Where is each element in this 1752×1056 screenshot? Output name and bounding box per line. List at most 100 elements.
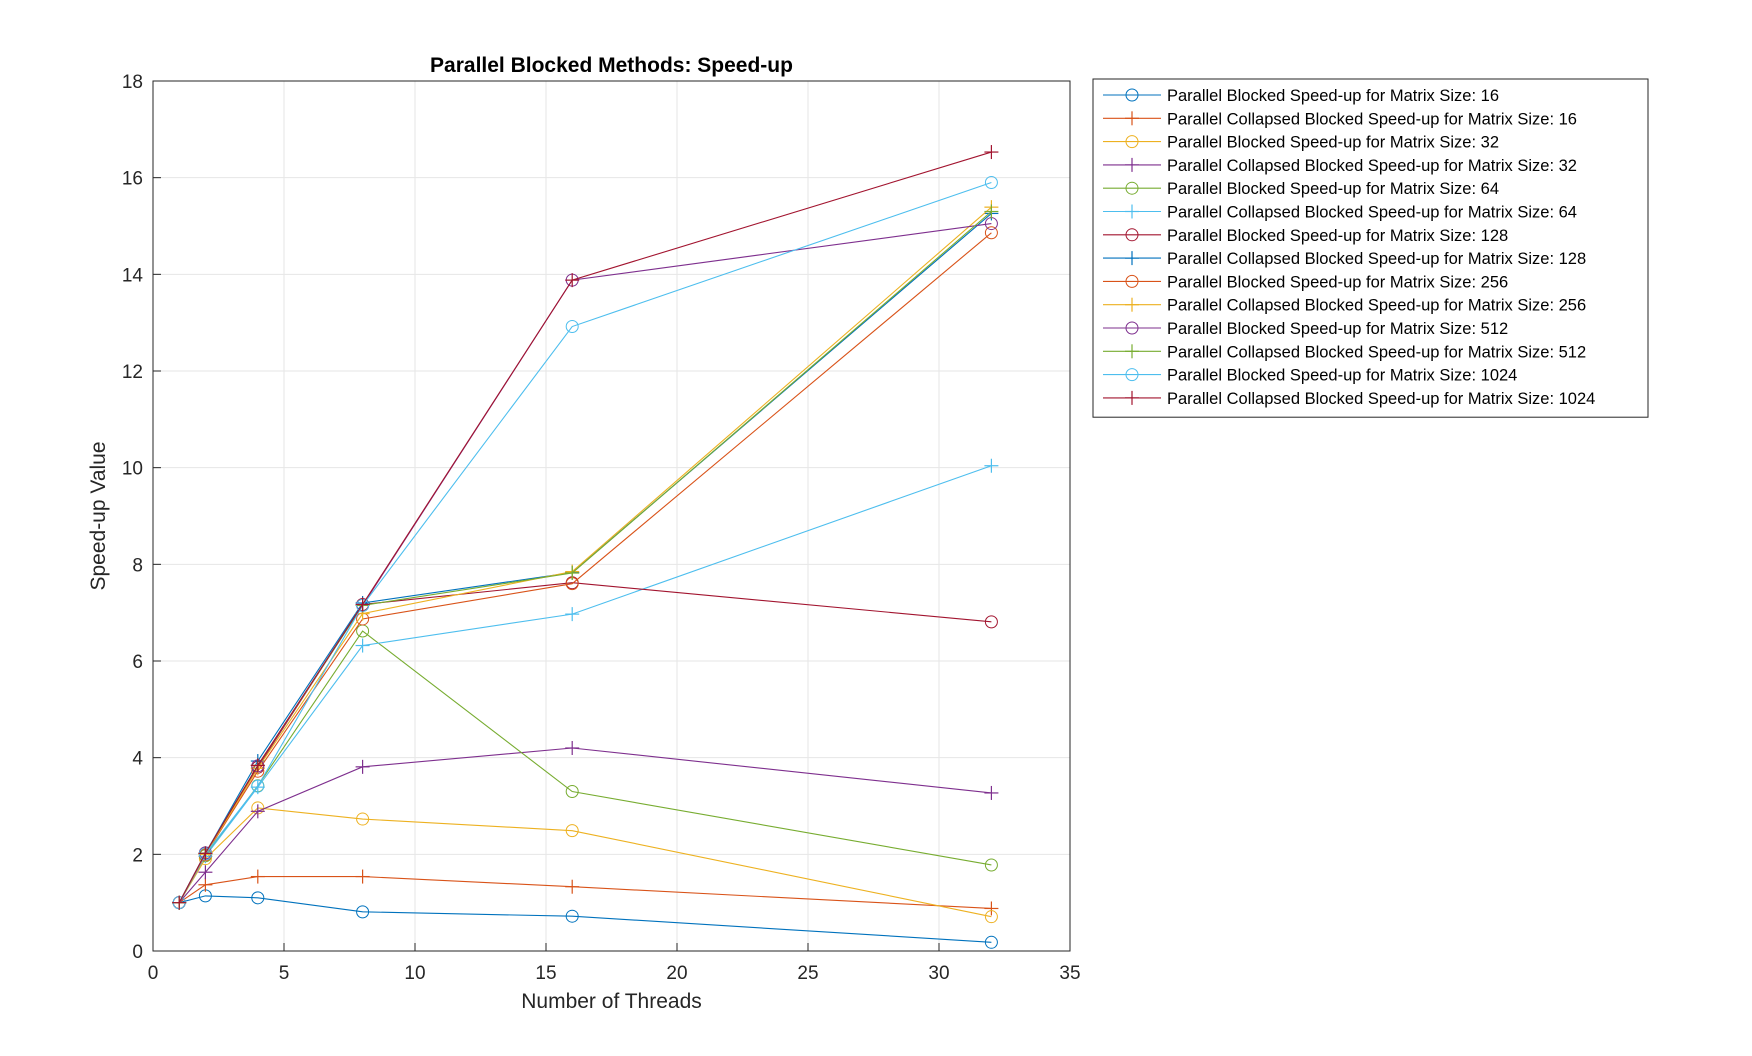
data-point-marker bbox=[984, 458, 999, 473]
series-line bbox=[179, 895, 992, 943]
data-point-marker bbox=[984, 858, 998, 872]
legend-item: Parallel Collapsed Blocked Speed-up for … bbox=[1103, 204, 1577, 222]
legend-item: Parallel Blocked Speed-up for Matrix Siz… bbox=[1103, 367, 1517, 385]
data-point-marker bbox=[250, 804, 265, 819]
data-point-marker bbox=[984, 935, 998, 949]
legend-marker bbox=[1125, 344, 1139, 359]
data-point-marker bbox=[356, 812, 370, 826]
data-point-marker bbox=[565, 909, 579, 923]
legend-label: Parallel Blocked Speed-up for Matrix Siz… bbox=[1167, 134, 1499, 152]
legend-label: Parallel Collapsed Blocked Speed-up for … bbox=[1167, 110, 1577, 128]
data-point-marker bbox=[250, 758, 265, 773]
legend-label: Parallel Blocked Speed-up for Matrix Siz… bbox=[1167, 273, 1508, 291]
series-line bbox=[178, 151, 992, 903]
y-tick-label: 12 bbox=[122, 362, 143, 383]
legend-item: Parallel Collapsed Blocked Speed-up for … bbox=[1103, 297, 1586, 315]
data-point-marker bbox=[355, 759, 370, 774]
legend-label: Parallel Collapsed Blocked Speed-up for … bbox=[1167, 343, 1586, 361]
data-point-marker bbox=[565, 320, 579, 334]
y-tick-label: 8 bbox=[132, 555, 143, 576]
data-point-marker bbox=[355, 869, 370, 884]
legend-item: Parallel Blocked Speed-up for Matrix Siz… bbox=[1103, 273, 1508, 291]
legend-marker bbox=[1125, 321, 1139, 335]
data-point-marker bbox=[984, 226, 998, 240]
x-tick-label: 25 bbox=[797, 963, 818, 984]
legend-item: Parallel Collapsed Blocked Speed-up for … bbox=[1103, 110, 1577, 128]
legend-label: Parallel Blocked Speed-up for Matrix Siz… bbox=[1167, 227, 1508, 245]
legend-item: Parallel Blocked Speed-up for Matrix Siz… bbox=[1103, 320, 1508, 338]
data-point-marker bbox=[356, 905, 370, 919]
legend-label: Parallel Blocked Speed-up for Matrix Siz… bbox=[1167, 87, 1499, 105]
series-4 bbox=[172, 741, 999, 910]
data-point-marker bbox=[355, 638, 370, 653]
legend-item: Parallel Blocked Speed-up for Matrix Siz… bbox=[1103, 87, 1499, 105]
y-tick-label: 16 bbox=[122, 169, 143, 190]
data-point-marker bbox=[984, 901, 999, 916]
legend-marker bbox=[1125, 251, 1139, 266]
x-tick-label: 10 bbox=[404, 963, 425, 984]
data-point-marker bbox=[984, 176, 998, 189]
legend-label: Parallel Collapsed Blocked Speed-up for … bbox=[1167, 390, 1595, 408]
legend-marker bbox=[1125, 390, 1139, 405]
x-tick-label: 0 bbox=[148, 963, 159, 984]
x-tick-label: 5 bbox=[279, 963, 290, 984]
legend-marker bbox=[1125, 274, 1139, 288]
data-point-marker bbox=[984, 145, 999, 160]
legend-item: Parallel Blocked Speed-up for Matrix Siz… bbox=[1103, 180, 1499, 198]
y-axis-label: Speed-up Value bbox=[87, 441, 110, 590]
chart-title: Parallel Blocked Methods: Speed-up bbox=[430, 54, 793, 77]
x-tick-label: 15 bbox=[535, 963, 556, 984]
y-tick-label: 6 bbox=[132, 652, 143, 673]
data-point-marker bbox=[565, 785, 579, 798]
x-tick-label: 30 bbox=[928, 963, 949, 984]
x-tick-label: 35 bbox=[1059, 963, 1080, 984]
series-line bbox=[178, 747, 992, 904]
legend-label: Parallel Collapsed Blocked Speed-up for … bbox=[1167, 204, 1577, 222]
legend-label: Parallel Blocked Speed-up for Matrix Siz… bbox=[1167, 180, 1499, 198]
y-tick-label: 0 bbox=[132, 942, 143, 963]
data-point-marker bbox=[984, 615, 998, 629]
legend-marker bbox=[1125, 157, 1139, 172]
legend-item: Parallel Blocked Speed-up for Matrix Siz… bbox=[1103, 227, 1508, 245]
legend: Parallel Blocked Speed-up for Matrix Siz… bbox=[1092, 78, 1649, 418]
data-point-marker bbox=[198, 877, 213, 892]
legend-marker bbox=[1125, 111, 1139, 126]
legend-label: Parallel Blocked Speed-up for Matrix Siz… bbox=[1167, 320, 1508, 338]
data-point-marker bbox=[565, 879, 580, 894]
x-axis-label: Number of Threads bbox=[521, 990, 702, 1013]
legend-marker bbox=[1125, 297, 1139, 312]
y-tick-label: 10 bbox=[122, 459, 143, 480]
data-point-marker bbox=[172, 895, 187, 910]
data-point-marker bbox=[198, 865, 213, 880]
y-tick-label: 4 bbox=[132, 749, 143, 770]
legend-marker bbox=[1125, 181, 1139, 195]
data-point-marker bbox=[251, 891, 265, 905]
data-point-marker bbox=[565, 824, 579, 838]
plot-area-frame bbox=[152, 80, 1071, 952]
series-14 bbox=[172, 145, 999, 910]
legend-item: Parallel Collapsed Blocked Speed-up for … bbox=[1103, 343, 1586, 361]
data-point-marker bbox=[565, 273, 580, 288]
y-tick-label: 2 bbox=[132, 845, 143, 866]
legend-marker bbox=[1125, 368, 1139, 382]
series-line bbox=[178, 876, 992, 910]
series-lines bbox=[172, 145, 999, 949]
legend-label: Parallel Collapsed Blocked Speed-up for … bbox=[1167, 297, 1586, 315]
legend-label: Parallel Collapsed Blocked Speed-up for … bbox=[1167, 157, 1577, 175]
legend-marker bbox=[1125, 204, 1139, 219]
y-tick-label: 14 bbox=[122, 265, 144, 286]
data-point-marker bbox=[984, 204, 999, 219]
legend-item: Parallel Collapsed Blocked Speed-up for … bbox=[1103, 250, 1586, 268]
series-line bbox=[178, 807, 992, 918]
data-point-marker bbox=[355, 597, 370, 612]
y-tick-label: 18 bbox=[122, 72, 143, 93]
legend-marker bbox=[1125, 88, 1139, 102]
grid bbox=[153, 81, 1070, 951]
legend-box bbox=[1092, 78, 1649, 418]
data-point-marker bbox=[565, 566, 580, 581]
data-point-marker bbox=[198, 846, 213, 861]
data-point-marker bbox=[984, 785, 999, 800]
data-point-marker bbox=[251, 779, 265, 793]
axis-ticks: 0 5 10 15 20 25 30 35 0 2 4 6 8 10 12 14 16 18 bbox=[122, 72, 1081, 984]
legend-item: Parallel Collapsed Blocked Speed-up for … bbox=[1103, 390, 1595, 408]
